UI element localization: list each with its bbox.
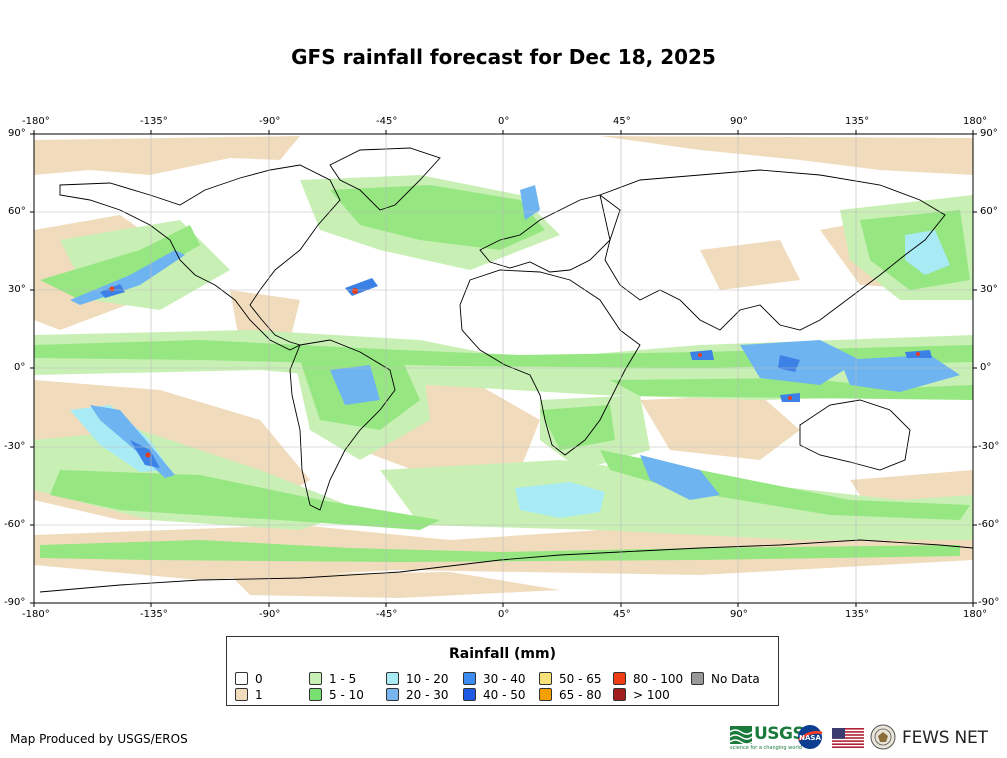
lon-label-top: -45°	[376, 116, 398, 127]
rain-80-100-spots	[109, 286, 920, 458]
legend-item: 50 - 65	[539, 672, 602, 686]
lat-label-left: -30°	[4, 441, 26, 452]
rainfall-legend: Rainfall (mm) 0 1 1 - 5 5 - 10 10 - 20 2…	[226, 636, 779, 706]
lat-label-right: 0°	[980, 362, 992, 373]
coastlines	[39, 147, 973, 593]
map-title: GFS rainfall forecast for Dec 18, 2025	[291, 45, 716, 69]
lat-label-right: -60°	[978, 519, 1000, 530]
lat-label-right: -30°	[978, 441, 1000, 452]
lat-label-right: 60°	[980, 206, 998, 217]
legend-swatch	[613, 672, 626, 685]
legend-item: 65 - 80	[539, 688, 602, 702]
lon-label-bottom: 45°	[613, 609, 631, 620]
legend-item: 5 - 10	[309, 688, 364, 702]
legend-label: 5 - 10	[329, 688, 364, 702]
legend-label: 10 - 20	[406, 672, 449, 686]
legend-label: 0	[255, 672, 263, 686]
lat-label-left: -90°	[4, 597, 26, 608]
legend-label: 50 - 65	[559, 672, 602, 686]
lat-label-left: -60°	[4, 519, 26, 530]
lon-label-top: 45°	[613, 116, 631, 127]
legend-swatch	[539, 688, 552, 701]
lat-label-left: 0°	[14, 362, 26, 373]
lon-label-top: -90°	[259, 116, 281, 127]
nasa-meatball-icon: NASA	[798, 725, 823, 749]
usgs-logo: USGS science for a changing world	[730, 724, 825, 752]
us-flag-icon	[832, 724, 864, 752]
tick-marks	[30, 130, 977, 607]
lon-label-bottom: 0°	[498, 609, 510, 620]
lon-label-bottom: 90°	[730, 609, 748, 620]
lon-label-top: 135°	[845, 116, 870, 127]
lon-label-bottom: 180°	[963, 609, 988, 620]
legend-label: > 100	[633, 688, 670, 702]
lat-label-left: 90°	[8, 128, 26, 139]
legend-swatch	[235, 688, 248, 701]
legend-item: 30 - 40	[463, 672, 526, 686]
legend-swatch	[463, 672, 476, 685]
legend-item: 0	[235, 672, 263, 686]
legend-label: 20 - 30	[406, 688, 449, 702]
lon-label-top: 0°	[498, 116, 510, 127]
legend-label: 80 - 100	[633, 672, 684, 686]
legend-item: 80 - 100	[613, 672, 683, 686]
legend-label: 1	[255, 688, 263, 702]
usgs-wave-icon	[730, 726, 752, 744]
nasa-logo: NASA	[796, 724, 824, 752]
legend-item: 40 - 50	[463, 688, 526, 702]
lat-label-right: 30°	[980, 284, 998, 295]
usgs-tagline: science for a changing world	[730, 745, 802, 751]
lon-label-bottom: -45°	[376, 609, 398, 620]
legend-label: 30 - 40	[483, 672, 526, 686]
lon-label-bottom: -180°	[22, 609, 50, 620]
legend-label: 65 - 80	[559, 688, 602, 702]
lat-label-left: 30°	[8, 284, 26, 295]
lon-label-top: -135°	[140, 116, 168, 127]
lat-label-right: -90°	[978, 597, 1000, 608]
lon-label-bottom: -135°	[140, 609, 168, 620]
legend-label: No Data	[711, 672, 760, 686]
lat-label-left: 60°	[8, 206, 26, 217]
legend-item: > 100	[613, 688, 670, 702]
graticule	[34, 134, 973, 603]
nasa-wordmark: NASA	[799, 734, 821, 742]
map-credit: Map Produced by USGS/EROS	[10, 732, 188, 746]
legend-swatch	[386, 688, 399, 701]
legend-item: 1	[235, 688, 263, 702]
legend-swatch	[463, 688, 476, 701]
lon-label-bottom: -90°	[259, 609, 281, 620]
lon-label-bottom: 135°	[845, 609, 870, 620]
legend-swatch	[309, 688, 322, 701]
legend-label: 1 - 5	[329, 672, 357, 686]
legend-label: 40 - 50	[483, 688, 526, 702]
lon-label-top: 90°	[730, 116, 748, 127]
legend-swatch	[235, 672, 248, 685]
lon-label-top: 180°	[963, 116, 988, 127]
rainfall-map	[30, 130, 977, 607]
usgs-wordmark: USGS	[754, 724, 805, 744]
legend-swatch	[386, 672, 399, 685]
fewsnet-logo: FEWS NET	[902, 728, 988, 748]
legend-swatch	[691, 672, 704, 685]
legend-title: Rainfall (mm)	[449, 646, 556, 662]
lat-label-right: 90°	[980, 128, 998, 139]
legend-swatch	[613, 688, 626, 701]
legend-swatch	[309, 672, 322, 685]
legend-item: 20 - 30	[386, 688, 449, 702]
legend-item: No Data	[691, 672, 760, 686]
lon-label-top: -180°	[22, 116, 50, 127]
legend-swatch	[539, 672, 552, 685]
legend-item: 1 - 5	[309, 672, 356, 686]
state-dept-seal-icon	[870, 724, 896, 752]
legend-item: 10 - 20	[386, 672, 449, 686]
